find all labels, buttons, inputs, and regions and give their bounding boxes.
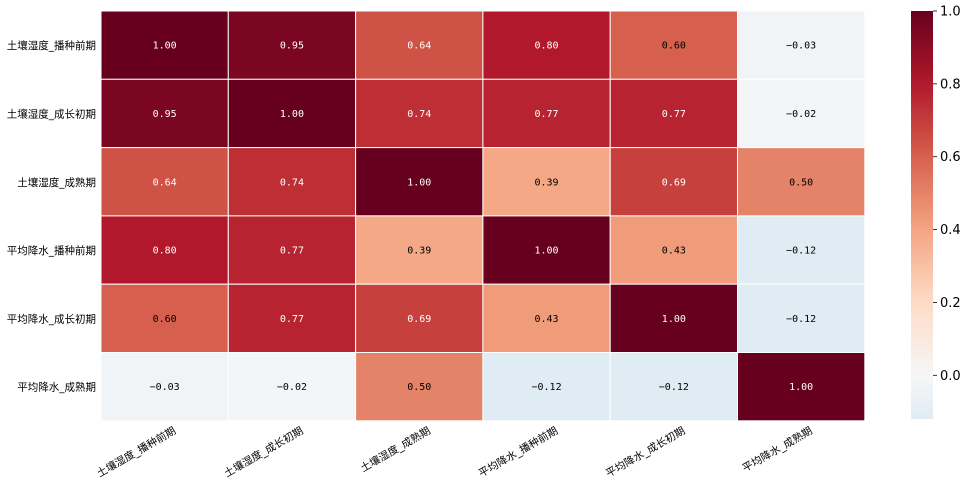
colorbar-tick-label: 0.2	[940, 296, 961, 311]
heatmap-cell	[737, 147, 866, 217]
cell-value-label: 0.74	[407, 109, 431, 120]
heatmap-cell	[227, 10, 357, 80]
cell-value-label: 0.77	[280, 314, 304, 325]
heatmap-cell	[609, 352, 739, 422]
cell-value-label: −0.12	[786, 246, 816, 257]
cell-value-label: 1.00	[280, 109, 304, 120]
row-tick-label: 平均降水_成熟期	[17, 381, 96, 394]
cell-value-label: 0.60	[662, 41, 686, 52]
column-tick-label: 土壤湿度_播种前期	[94, 424, 178, 480]
row-tick-label: 平均降水_播种前期	[7, 244, 96, 257]
cell-value-label: −0.02	[277, 382, 307, 393]
cell-value-label: 0.69	[407, 314, 431, 325]
heatmap-cell	[609, 10, 739, 80]
cell-value-label: 0.95	[280, 41, 304, 52]
heatmap-cell	[355, 215, 484, 285]
cell-value-label: 1.00	[407, 177, 431, 188]
heatmap-cell	[737, 10, 866, 80]
heatmap-cell	[482, 215, 611, 285]
cell-value-label: 0.60	[153, 314, 177, 325]
cell-value-label: 0.95	[153, 109, 177, 120]
cell-value-label: 0.77	[280, 246, 304, 257]
cell-value-label: −0.12	[531, 382, 561, 393]
colorbar-tick-label: 0.8	[940, 77, 961, 92]
column-tick-label: 平均降水_成熟期	[740, 424, 815, 475]
row-labels: 土壤湿度_播种前期土壤湿度_成长初期土壤湿度_成熟期平均降水_播种前期平均降水_…	[7, 39, 96, 394]
heatmap-cell	[737, 283, 866, 354]
heatmap-cell	[100, 147, 229, 217]
cell-value-label: 0.39	[535, 177, 559, 188]
colorbar-tick-label: 0.6	[940, 150, 961, 165]
heatmap-cell	[227, 215, 357, 285]
colorbar-tick-label: 0.0	[940, 369, 961, 384]
cell-value-label: 0.77	[662, 109, 686, 120]
heatmap-cells	[100, 10, 866, 422]
column-tick-label: 平均降水_播种前期	[476, 424, 560, 480]
heatmap-cell	[355, 10, 484, 80]
column-tick-label: 平均降水_成长初期	[604, 424, 688, 480]
cell-value-label: 1.00	[789, 382, 813, 393]
cell-value-label: 0.50	[789, 177, 813, 188]
cell-value-label: 0.43	[662, 246, 686, 257]
column-tick-label: 土壤湿度_成长初期	[222, 424, 306, 480]
heatmap-cell	[482, 78, 611, 149]
row-tick-label: 土壤湿度_播种前期	[7, 39, 96, 52]
heatmap-cell	[100, 283, 229, 354]
cell-value-label: −0.03	[786, 41, 816, 52]
cell-value-label: 1.00	[153, 41, 177, 52]
cell-value-label: −0.03	[150, 382, 180, 393]
heatmap-cell	[737, 215, 866, 285]
heatmap-cell	[355, 147, 484, 217]
cell-value-label: 1.00	[662, 314, 686, 325]
cell-value-label: 0.80	[153, 246, 177, 257]
heatmap-cell	[482, 147, 611, 217]
heatmap-cell	[227, 147, 357, 217]
row-tick-label: 土壤湿度_成熟期	[17, 176, 96, 189]
cell-value-label: 0.50	[407, 382, 431, 393]
cell-value-label: 0.64	[153, 177, 177, 188]
heatmap-cell	[482, 10, 611, 80]
cell-value-label: 0.39	[407, 246, 431, 257]
heatmap-cell	[482, 283, 611, 354]
cell-value-label: 0.80	[535, 41, 559, 52]
cell-value-label: 0.74	[280, 177, 304, 188]
cell-value-label: −0.02	[786, 109, 816, 120]
colorbar-gradient	[911, 11, 933, 419]
heatmap-cell	[737, 78, 866, 149]
cell-value-label: 0.64	[407, 41, 431, 52]
heatmap-cell	[737, 352, 866, 422]
colorbar-tick-label: 1.0	[940, 5, 961, 20]
heatmap-cell	[100, 215, 229, 285]
row-tick-label: 平均降水_成长初期	[7, 312, 96, 325]
column-labels: 土壤湿度_播种前期 土壤湿度_成长初期 土壤湿度_成熟期 平均降水_播种前期 平均降水_…	[94, 424, 814, 480]
heatmap-cell	[609, 147, 739, 217]
row-tick-label: 土壤湿度_成长初期	[7, 107, 96, 120]
colorbar-tick-label: 0.4	[940, 223, 961, 238]
cell-value-label: 0.77	[535, 109, 559, 120]
heatmap-cell	[609, 215, 739, 285]
cell-value-label: −0.12	[786, 314, 816, 325]
heatmap-cell	[482, 352, 611, 422]
heatmap-cell	[355, 283, 484, 354]
column-tick-label: 土壤湿度_成熟期	[358, 424, 433, 475]
cell-value-label: 0.69	[662, 177, 686, 188]
heatmap-cell	[609, 283, 739, 354]
colorbar: 0.0 0.2 0.4 0.6 0.8 1.0	[911, 5, 961, 419]
heatmap-cell	[100, 352, 229, 422]
heatmap-cell	[100, 10, 229, 80]
cell-value-label: −0.12	[659, 382, 689, 393]
cell-value-label: 1.00	[535, 246, 559, 257]
heatmap-cell-labels: 1.00 0.95 0.64 0.80 0.60 −0.03 0.95 1.00 0.74 0.7…	[150, 41, 817, 393]
heatmap-cell	[227, 78, 357, 149]
cell-value-label: 0.43	[535, 314, 559, 325]
